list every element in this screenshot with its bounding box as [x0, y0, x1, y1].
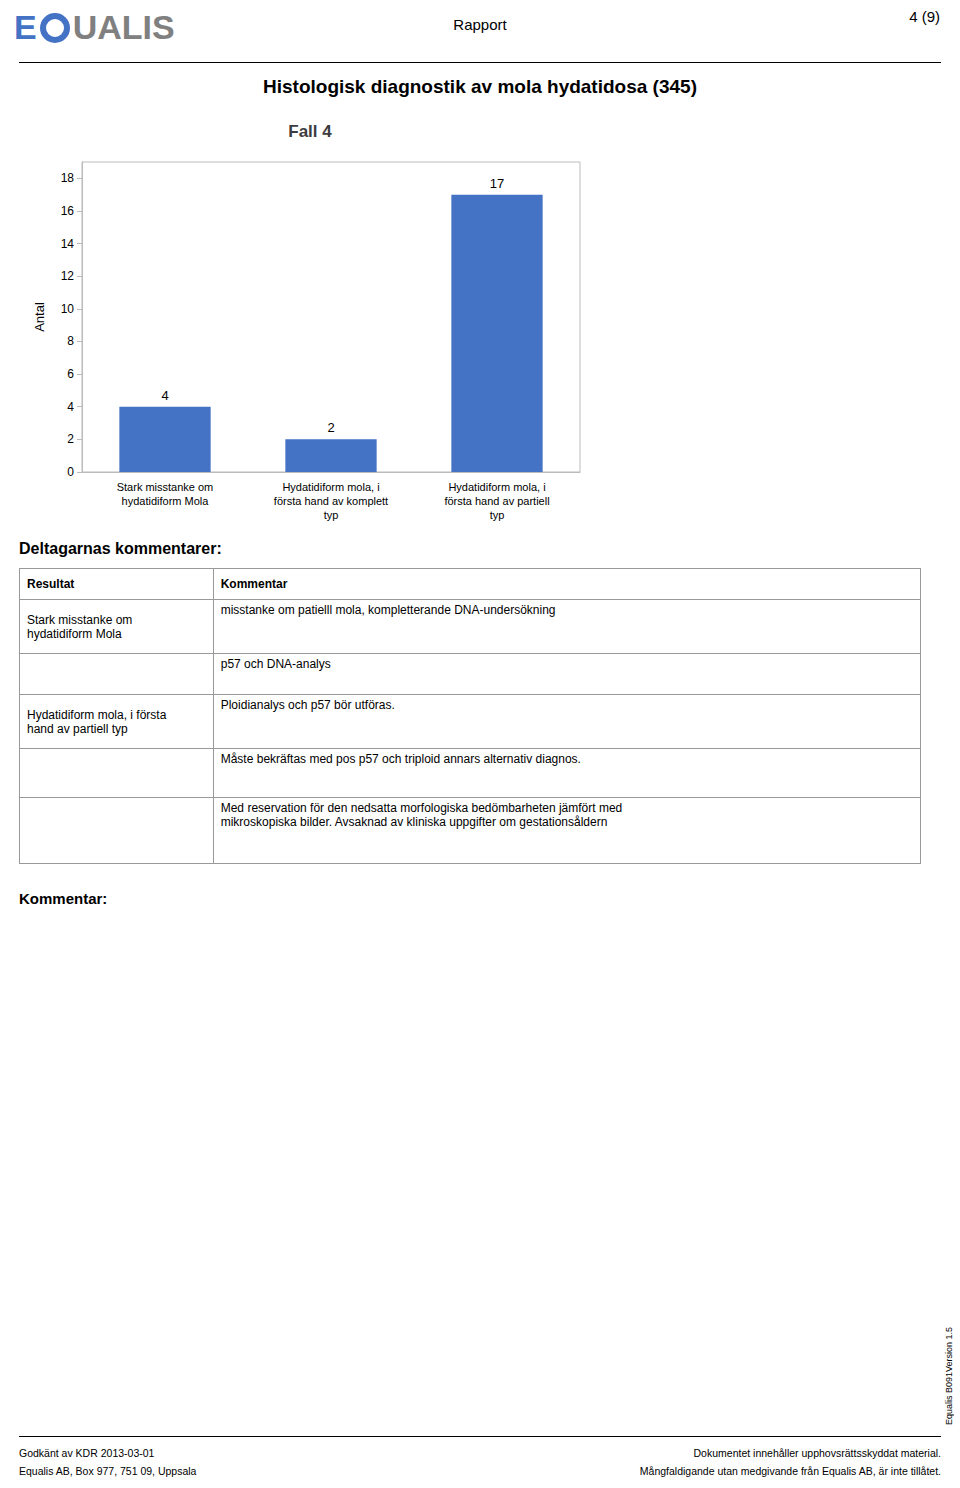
html-text:Måste bekräftas med pos p57 oc: Måste bekräftas med pos p57 och triploid… — [220, 752, 581, 766]
html-text:Histologisk diagnostik av mola: Histologisk diagnostik av mola hydatidos… — [263, 76, 697, 97]
html-text:Med reservation för den nedsat: Med reservation för den nedsatta morfolo… — [220, 801, 623, 829]
html-text:Kommentar: Kommentar — [220, 577, 288, 591]
html-text:UALIS: UALIS — [72, 8, 175, 46]
svg-text:hydatidiform Mola: hydatidiform Mola — [122, 495, 210, 507]
svg-text:18: 18 — [61, 171, 75, 185]
svg-text:Stark misstanke om: Stark misstanke om — [117, 481, 214, 493]
svg-text:Antal: Antal — [32, 302, 47, 332]
svg-text:Hydatidiform mola, i: Hydatidiform mola, i — [448, 481, 545, 493]
svg-text:typ: typ — [324, 509, 339, 521]
svg-text:0: 0 — [67, 465, 74, 479]
svg-text:Fall 4: Fall 4 — [288, 122, 332, 141]
html-text:Equalis B091Version 1.5: Equalis B091Version 1.5 — [944, 1326, 954, 1425]
html-text:Godkänt av KDR 2013-03-01: Godkänt av KDR 2013-03-01 — [19, 1447, 155, 1459]
svg-text:Hydatidiform mola, i: Hydatidiform mola, i — [282, 481, 379, 493]
svg-text:14: 14 — [61, 237, 75, 251]
svg-text:6: 6 — [67, 367, 74, 381]
html-text:E: E — [14, 8, 37, 46]
html-text:Rapport: Rapport — [453, 16, 507, 33]
svg-text:8: 8 — [67, 334, 74, 348]
svg-text:2: 2 — [67, 432, 74, 446]
html-text:Resultat: Resultat — [27, 577, 75, 591]
svg-text:första hand av komplett: första hand av komplett — [274, 495, 388, 507]
svg-text:10: 10 — [61, 302, 75, 316]
svg-text:12: 12 — [61, 269, 75, 283]
svg-text:4: 4 — [161, 388, 168, 403]
svg-text:4: 4 — [67, 400, 74, 414]
html-text:Equalis AB, Box 977, 751 09, U: Equalis AB, Box 977, 751 09, Uppsala — [19, 1465, 197, 1477]
svg-text:2: 2 — [327, 420, 334, 435]
html-text:Stark misstanke om hydatidifor: Stark misstanke om hydatidiform Mola — [27, 612, 133, 641]
svg-text:typ: typ — [490, 509, 505, 521]
html-text:Mångfaldigande utan medgivande: Mångfaldigande utan medgivande från Equa… — [639, 1465, 941, 1477]
svg-text:första hand av partiell: första hand av partiell — [444, 495, 549, 507]
html-text:Deltagarnas kommentarer:: Deltagarnas kommentarer: — [19, 540, 222, 557]
html-text:Hydatidiform mola, i första ha: Hydatidiform mola, i första hand av part… — [27, 707, 167, 736]
html-text:4 (9): 4 (9) — [909, 8, 940, 25]
html-text:Kommentar:: Kommentar: — [19, 890, 108, 907]
html-text:Dokumentet innehåller upphovsr: Dokumentet innehåller upphovsrättsskydda… — [693, 1447, 941, 1459]
svg-text:16: 16 — [61, 204, 75, 218]
html-text:misstanke om patielll mola, ko: misstanke om patielll mola, kompletteran… — [220, 603, 556, 617]
html-text:Ploidianalys och p57 bör utför: Ploidianalys och p57 bör utföras. — [220, 698, 395, 712]
svg-text:17: 17 — [490, 176, 504, 191]
html-text:p57 och DNA-analys: p57 och DNA-analys — [220, 657, 331, 671]
